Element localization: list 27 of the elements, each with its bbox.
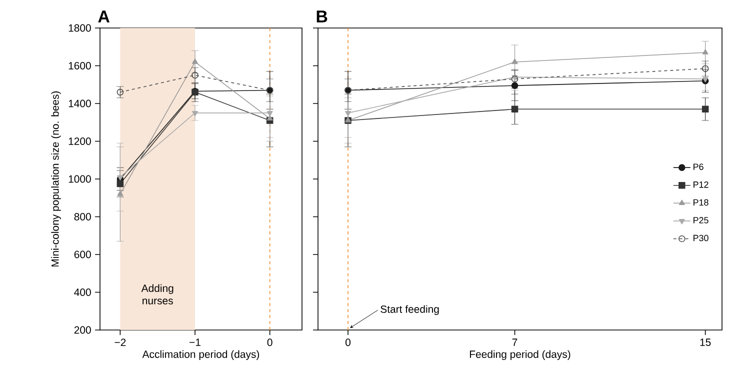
x-tick-label: 7 xyxy=(512,338,518,346)
y-tick-label: 800 xyxy=(74,213,91,220)
x-axis-title: Acclimation period (days) xyxy=(142,350,260,360)
x-tick-label: −2 xyxy=(114,338,126,346)
x-tick-label: −1 xyxy=(190,338,200,346)
y-tick-label: 1600 xyxy=(68,62,91,70)
x-tick-label: 15 xyxy=(700,338,711,346)
chart-title: B xyxy=(316,10,328,22)
y-tick-label: 1000 xyxy=(68,175,91,183)
y-tick-label: 600 xyxy=(74,250,91,258)
x-tick-label: 0 xyxy=(267,338,272,346)
x-tick-label: 0 xyxy=(346,338,351,346)
chart-title: A xyxy=(98,10,110,22)
y-tick-label: 400 xyxy=(74,288,91,296)
y-axis-title: Mini-colony population size (no. bees) xyxy=(51,91,61,266)
y-tick-label: 200 xyxy=(74,326,91,334)
legend-label: P25 xyxy=(694,217,708,224)
legend-label: P12 xyxy=(694,181,708,188)
ref-line-label: Start feeding xyxy=(380,305,439,315)
y-tick-label: 1200 xyxy=(68,138,91,145)
y-tick-label: 1400 xyxy=(68,100,91,108)
x-axis-title: Feeding period (days) xyxy=(470,350,570,360)
legend-label: P30 xyxy=(694,234,708,242)
y-tick-label: 1800 xyxy=(68,24,91,32)
legend-label: P6 xyxy=(694,164,704,170)
band-label: Adding nurses xyxy=(141,284,174,304)
legend-label: P18 xyxy=(694,199,708,206)
